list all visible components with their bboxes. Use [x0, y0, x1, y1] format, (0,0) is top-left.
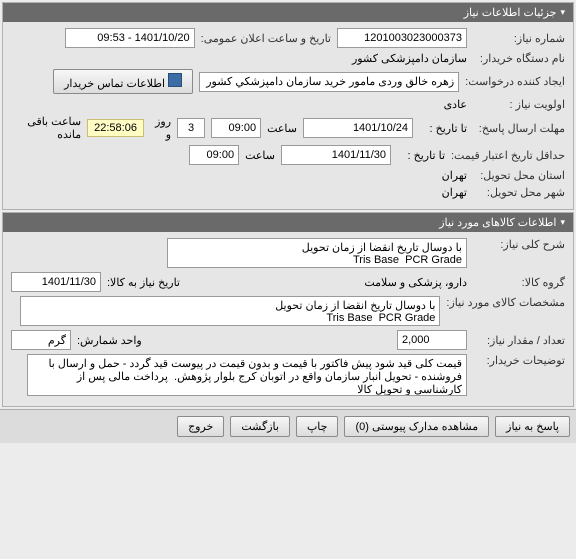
- buyer-label: نام دستگاه خریدار:: [473, 52, 565, 65]
- group-value: دارو، پزشکی و سلامت: [186, 276, 467, 289]
- exit-button[interactable]: خروج: [177, 416, 224, 437]
- attachments-button[interactable]: مشاهده مدارک پیوستی (0): [344, 416, 489, 437]
- city-label: شهر محل تحویل:: [473, 186, 565, 199]
- unit-field[interactable]: [11, 330, 71, 350]
- validity-time-field[interactable]: [189, 145, 239, 165]
- panel2-header[interactable]: ▾ اطلاعات کالاهای مورد نیاز: [3, 213, 573, 232]
- panel2-title: اطلاعات کالاهای مورد نیاز: [439, 216, 556, 229]
- requester-field[interactable]: [199, 72, 459, 92]
- qty-field[interactable]: [397, 330, 467, 350]
- notes-label: توضیحات خریدار:: [473, 354, 565, 367]
- goods-panel: ▾ اطلاعات کالاهای مورد نیاز شرح کلی نیاز…: [2, 212, 574, 407]
- time-remaining-box: 22:58:06: [87, 119, 144, 137]
- deadline-date-field[interactable]: [303, 118, 413, 138]
- desc-field[interactable]: [167, 238, 467, 268]
- province-label: استان محل تحویل:: [473, 169, 565, 182]
- buyer-value: سازمان دامپزشکی کشور: [352, 52, 467, 65]
- days-remaining-field: [177, 118, 205, 138]
- validity-date-field[interactable]: [281, 145, 391, 165]
- priority-label: اولویت نیاز :: [473, 98, 565, 111]
- priority-value: عادی: [444, 98, 467, 111]
- deadline-time-field[interactable]: [211, 118, 261, 138]
- requester-label: ایجاد کننده درخواست:: [465, 75, 565, 88]
- footer-buttons: پاسخ به نیاز مشاهده مدارک پیوستی (0) چاپ…: [0, 409, 576, 443]
- panel1-body: شماره نیاز: تاریخ و ساعت اعلان عمومی: نا…: [3, 22, 573, 209]
- province-value: تهران: [442, 169, 467, 182]
- need-details-panel: ▾ جزئیات اطلاعات نیاز شماره نیاز: تاریخ …: [2, 2, 574, 210]
- to-date-label: تا تاریخ :: [419, 122, 467, 135]
- panel1-header[interactable]: ▾ جزئیات اطلاعات نیاز: [3, 3, 573, 22]
- announce-field[interactable]: [65, 28, 195, 48]
- spec-field[interactable]: [20, 296, 440, 326]
- need-date-label: تاریخ نیاز به کالا:: [107, 276, 180, 289]
- city-value: تهران: [442, 186, 467, 199]
- group-label: گروه کالا:: [473, 276, 565, 289]
- to-date-label-2: تا تاریخ :: [397, 149, 445, 162]
- need-number-label: شماره نیاز:: [473, 32, 565, 45]
- time-label-1: ساعت: [267, 122, 297, 135]
- need-number-field[interactable]: [337, 28, 467, 48]
- back-button[interactable]: بازگشت: [230, 416, 290, 437]
- collapse-icon: ▾: [560, 7, 565, 18]
- contact-button[interactable]: اطلاعات تماس خریدار: [53, 69, 193, 94]
- notes-field[interactable]: [27, 354, 467, 396]
- panel1-title: جزئیات اطلاعات نیاز: [464, 6, 557, 19]
- panel2-body: شرح کلی نیاز: گروه کالا: دارو، پزشکی و س…: [3, 232, 573, 406]
- unit-label: واحد شمارش:: [77, 334, 142, 347]
- deadline-label: مهلت ارسال پاسخ:: [473, 122, 565, 135]
- reply-button[interactable]: پاسخ به نیاز: [495, 416, 570, 437]
- spec-label: مشخصات کالای مورد نیاز:: [446, 296, 565, 309]
- collapse-icon-2: ▾: [560, 217, 565, 228]
- days-label: روز و: [150, 115, 171, 141]
- validity-label: حداقل تاریخ اعتبار قیمت:: [451, 149, 565, 162]
- contact-btn-label: اطلاعات تماس خریدار: [64, 78, 165, 90]
- announce-label: تاریخ و ساعت اعلان عمومی:: [201, 32, 331, 45]
- desc-label: شرح کلی نیاز:: [473, 238, 565, 251]
- remaining-label: ساعت باقی مانده: [11, 115, 81, 141]
- qty-label: تعداد / مقدار نیاز:: [473, 334, 565, 347]
- time-label-2: ساعت: [245, 149, 275, 162]
- contact-icon: [168, 73, 182, 87]
- print-button[interactable]: چاپ: [296, 416, 339, 437]
- need-date-field[interactable]: [11, 272, 101, 292]
